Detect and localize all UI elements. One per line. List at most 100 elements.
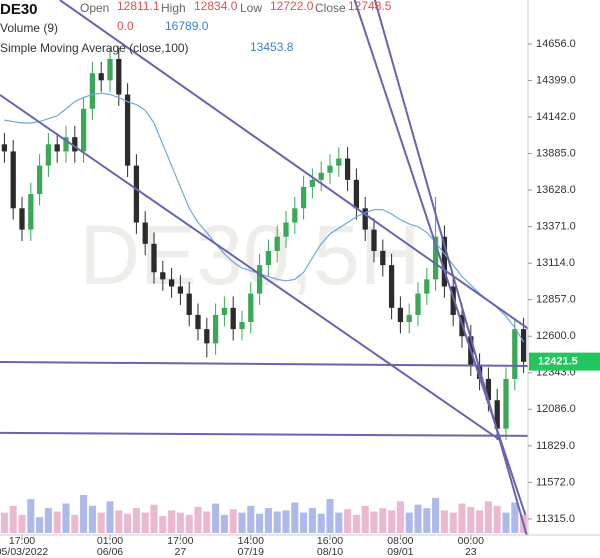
volume-bar [203,511,211,533]
candle-body [239,322,245,330]
x-tick-label: 17:00 [167,535,193,547]
candle-body [195,314,201,330]
candle-body [1,144,8,152]
x-tick-label: 05/03/2022 [0,546,48,558]
volume-bar [124,513,132,533]
candle-body [36,165,43,195]
candle-body [318,172,324,180]
volume-bar [27,499,35,533]
candle-body [371,229,377,251]
candle-body [28,194,34,230]
price-tag [529,352,600,371]
volume-label: Volume (9) [0,21,58,35]
y-tick-label: 11315.0 [536,513,575,525]
y-tick-label: 13371.0 [536,221,576,233]
close-label: Close [315,1,346,15]
x-tick-label: 16:00 [317,535,343,547]
trendline [0,431,528,437]
x-tick-label: 17:00 [9,535,35,547]
volume-bar [36,517,44,533]
candle-body [54,144,60,152]
symbol: DE30 [0,1,38,18]
x-tick-label: 09/01 [387,546,413,558]
candle-body [432,236,439,280]
y-tick-label: 11572.0 [536,476,575,488]
volume-bar [405,512,413,533]
high-label: High [161,1,186,15]
candle-body [19,208,25,230]
volume-bar [484,501,492,533]
volume-bar [194,506,202,533]
candle-body [168,279,175,287]
candle-body [292,208,298,223]
candle-body [98,73,104,81]
price-tag-label: 12421.5 [538,356,578,368]
volume-bar [212,503,220,533]
volume-bar [80,495,88,533]
volume-bar [308,508,316,533]
volume-bar [291,502,299,533]
candle-body [248,293,254,323]
candle-body [204,329,210,344]
volume-bar [335,512,343,533]
candle-body [133,165,140,223]
volume-bar [132,508,140,533]
volume-bar [264,508,272,533]
candle-body [336,158,342,166]
y-tick-label: 14142.0 [536,111,576,123]
candle-body [142,222,148,244]
candle-body [327,165,333,173]
sma-value: 13453.8 [250,40,294,54]
volume-value: 0.0 [117,19,134,33]
sma-line [4,92,525,343]
volume-bar [71,514,79,533]
open-value: 12811.1 [117,0,160,13]
volume-bar [256,513,264,533]
trendline [59,0,528,330]
volume-bar [62,503,70,533]
volume-bar [388,510,396,533]
candle-body [124,94,131,166]
volume-bar [317,513,325,533]
candle-body [441,236,448,287]
y-tick-label: 12086.0 [536,403,576,415]
volume-bar [282,510,290,533]
volume-bar [476,510,484,533]
volume-bar [273,511,281,533]
volume-bar [220,514,228,533]
candle-body [406,314,412,323]
volume-bar [440,510,448,533]
candle-body [485,378,492,401]
y-tick-label: 11829.0 [536,440,575,452]
candle-body [494,400,500,429]
candle-body [160,272,166,280]
volume-bar [106,501,114,533]
volume-bar [449,512,457,533]
high-value: 12834.0 [194,0,238,13]
volume-bar [44,508,52,533]
candle-body [388,265,395,308]
volume-bar [502,512,510,533]
volume-bar [168,510,176,533]
candle-body [424,279,430,294]
volume-bar [0,512,8,533]
y-tick-label: 14656.0 [536,38,576,50]
candle-body [265,250,272,266]
candle-body [230,307,236,330]
volume-bar [229,509,237,533]
candle-body [107,59,113,81]
plot-area: DE30,5H [0,0,528,535]
candle-body [10,151,16,209]
candle-body [116,59,122,95]
y-tick-label: 12600.0 [536,330,576,342]
volume-bar [88,505,96,533]
trendline [0,94,501,441]
volume-bar [423,508,431,533]
volume-bar [344,509,352,533]
candle-body [45,144,52,166]
y-tick-label: 14399.0 [536,74,576,86]
candle-body [151,243,157,273]
y-tick-label: 12857.0 [536,294,576,306]
candle-body [450,286,456,315]
candle-body [520,329,527,362]
